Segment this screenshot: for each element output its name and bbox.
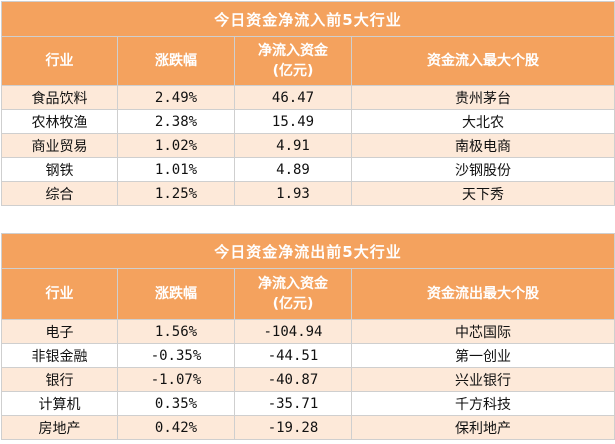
change-cell: -0.35% bbox=[117, 343, 235, 368]
industry-cell: 非银金融 bbox=[1, 343, 118, 368]
stock-cell: 沙钢股份 bbox=[350, 157, 615, 182]
change-cell: 1.02% bbox=[117, 133, 235, 158]
industry-cell: 钢铁 bbox=[1, 157, 118, 182]
change-cell: 1.25% bbox=[117, 181, 235, 206]
amount-cell: -40.87 bbox=[234, 367, 352, 392]
amount-cell: 46.47 bbox=[234, 85, 352, 110]
stock-cell: 南极电商 bbox=[350, 133, 615, 158]
stock-cell: 第一创业 bbox=[350, 343, 615, 368]
change-cell: -1.07% bbox=[117, 367, 235, 392]
table-row: 房地产 0.42% -19.28 保利地产 bbox=[1, 415, 615, 440]
table-row: 农林牧渔 2.38% 15.49 大北农 bbox=[1, 109, 615, 134]
table-row: 电子 1.56% -104.94 中芯国际 bbox=[1, 319, 615, 344]
industry-cell: 房地产 bbox=[1, 415, 118, 440]
change-cell: 0.42% bbox=[117, 415, 235, 440]
stock-cell: 兴业银行 bbox=[350, 367, 615, 392]
stock-cell: 中芯国际 bbox=[350, 319, 615, 344]
stock-cell: 保利地产 bbox=[350, 415, 615, 440]
amount-cell: -35.71 bbox=[234, 391, 352, 416]
table-header-row: 行业 涨跌幅 净流入资金 (亿元) 资金流出最大个股 bbox=[1, 268, 615, 320]
table-title: 今日资金净流入前5大行业 bbox=[0, 1, 615, 37]
industry-cell: 综合 bbox=[1, 181, 118, 206]
industry-cell: 银行 bbox=[1, 367, 118, 392]
change-cell: 1.01% bbox=[117, 157, 235, 182]
table-row: 银行 -1.07% -40.87 兴业银行 bbox=[1, 367, 615, 392]
industry-cell: 计算机 bbox=[1, 391, 118, 416]
industry-cell: 商业贸易 bbox=[1, 133, 118, 158]
net-outflow-table: 今日资金净流出前5大行业 行业 涨跌幅 净流入资金 (亿元) 资金流出最大个股 … bbox=[0, 233, 615, 440]
net-outflow-table-body: 今日资金净流出前5大行业 行业 涨跌幅 净流入资金 (亿元) 资金流出最大个股 … bbox=[0, 233, 615, 440]
net-inflow-table: 今日资金净流入前5大行业 行业 涨跌幅 净流入资金 (亿元) 资金流入最大个股 … bbox=[0, 1, 615, 206]
header-net-inflow: 净流入资金 (亿元) bbox=[234, 268, 352, 320]
table-row: 非银金融 -0.35% -44.51 第一创业 bbox=[1, 343, 615, 368]
table-row: 商业贸易 1.02% 4.91 南极电商 bbox=[1, 133, 615, 158]
header-top-stock: 资金流出最大个股 bbox=[350, 268, 615, 320]
industry-cell: 农林牧渔 bbox=[1, 109, 118, 134]
table-row: 计算机 0.35% -35.71 千方科技 bbox=[1, 391, 615, 416]
table-row: 食品饮料 2.49% 46.47 贵州茅台 bbox=[1, 85, 615, 110]
table-title: 今日资金净流出前5大行业 bbox=[0, 233, 615, 269]
header-industry: 行业 bbox=[1, 268, 118, 320]
header-industry: 行业 bbox=[1, 36, 118, 86]
amount-cell: -19.28 bbox=[234, 415, 352, 440]
change-cell: 2.49% bbox=[117, 85, 235, 110]
amount-cell: 4.89 bbox=[234, 157, 352, 182]
change-cell: 0.35% bbox=[117, 391, 235, 416]
change-cell: 1.56% bbox=[117, 319, 235, 344]
header-change-pct: 涨跌幅 bbox=[117, 36, 235, 86]
change-cell: 2.38% bbox=[117, 109, 235, 134]
industry-cell: 食品饮料 bbox=[1, 85, 118, 110]
table-row: 综合 1.25% 1.93 天下秀 bbox=[1, 181, 615, 206]
header-top-stock: 资金流入最大个股 bbox=[350, 36, 615, 86]
amount-cell: 15.49 bbox=[234, 109, 352, 134]
stock-cell: 千方科技 bbox=[350, 391, 615, 416]
header-net-inflow: 净流入资金 (亿元) bbox=[234, 36, 352, 86]
amount-cell: 1.93 bbox=[234, 181, 352, 206]
amount-cell: -44.51 bbox=[234, 343, 352, 368]
table-title-row: 今日资金净流入前5大行业 bbox=[0, 1, 615, 37]
stock-cell: 天下秀 bbox=[350, 181, 615, 206]
table-row: 钢铁 1.01% 4.89 沙钢股份 bbox=[1, 157, 615, 182]
table-header-row: 行业 涨跌幅 净流入资金 (亿元) 资金流入最大个股 bbox=[1, 36, 615, 86]
stock-cell: 贵州茅台 bbox=[350, 85, 615, 110]
table-title-row: 今日资金净流出前5大行业 bbox=[0, 233, 615, 269]
amount-cell: -104.94 bbox=[234, 319, 352, 344]
header-change-pct: 涨跌幅 bbox=[117, 268, 235, 320]
industry-cell: 电子 bbox=[1, 319, 118, 344]
amount-cell: 4.91 bbox=[234, 133, 352, 158]
net-inflow-table-body: 今日资金净流入前5大行业 行业 涨跌幅 净流入资金 (亿元) 资金流入最大个股 … bbox=[0, 1, 615, 206]
stock-cell: 大北农 bbox=[350, 109, 615, 134]
